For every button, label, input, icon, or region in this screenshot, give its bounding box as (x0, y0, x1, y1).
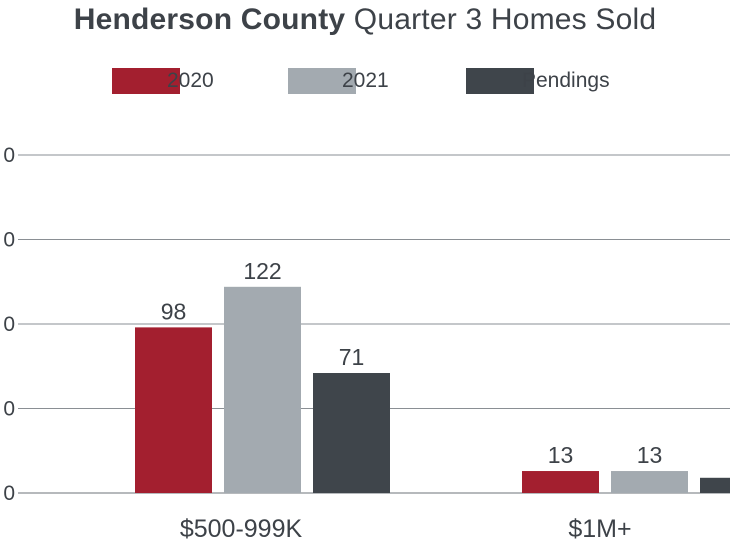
data-label: 122 (243, 258, 281, 284)
legend-label-pendings: Pendings (522, 69, 610, 92)
y-tick-label: 0 (3, 398, 15, 421)
chart-title-light: Quarter 3 Homes Sold (345, 3, 657, 36)
bar-pendings-0 (313, 373, 390, 493)
bar-pendings-1 (700, 477, 730, 493)
legend-item-pendings: Pendings (466, 66, 636, 96)
y-tick-label: 0 (3, 313, 15, 336)
x-category-label: $1M+ (568, 515, 631, 543)
legend-label-2021: 2021 (342, 69, 389, 92)
legend-swatch-pendings (466, 68, 534, 94)
bar-2020-0 (135, 327, 212, 493)
bar-2020-1 (522, 471, 599, 493)
legend-swatch-2021 (288, 68, 356, 94)
data-label: 71 (339, 344, 365, 370)
chart-legend: 2020 2021 Pendings (0, 66, 730, 96)
legend-item-2021: 2021 (288, 66, 408, 96)
bar-2021-1 (611, 471, 688, 493)
legend-swatch-2020 (112, 68, 180, 94)
x-category-label: $500-999K (180, 515, 303, 543)
data-label: 13 (548, 442, 574, 468)
chart-title: Henderson County Quarter 3 Homes Sold (0, 2, 730, 38)
y-tick-label: 0 (3, 229, 15, 252)
legend-label-2020: 2020 (167, 69, 214, 92)
y-tick-label: 0 (3, 144, 15, 167)
data-label: 98 (161, 298, 187, 324)
data-label: 13 (637, 442, 663, 468)
legend-item-2020: 2020 (112, 66, 232, 96)
chart-title-bold: Henderson County (73, 3, 346, 36)
y-tick-label: 0 (3, 482, 15, 505)
bar-2021-0 (224, 286, 301, 493)
